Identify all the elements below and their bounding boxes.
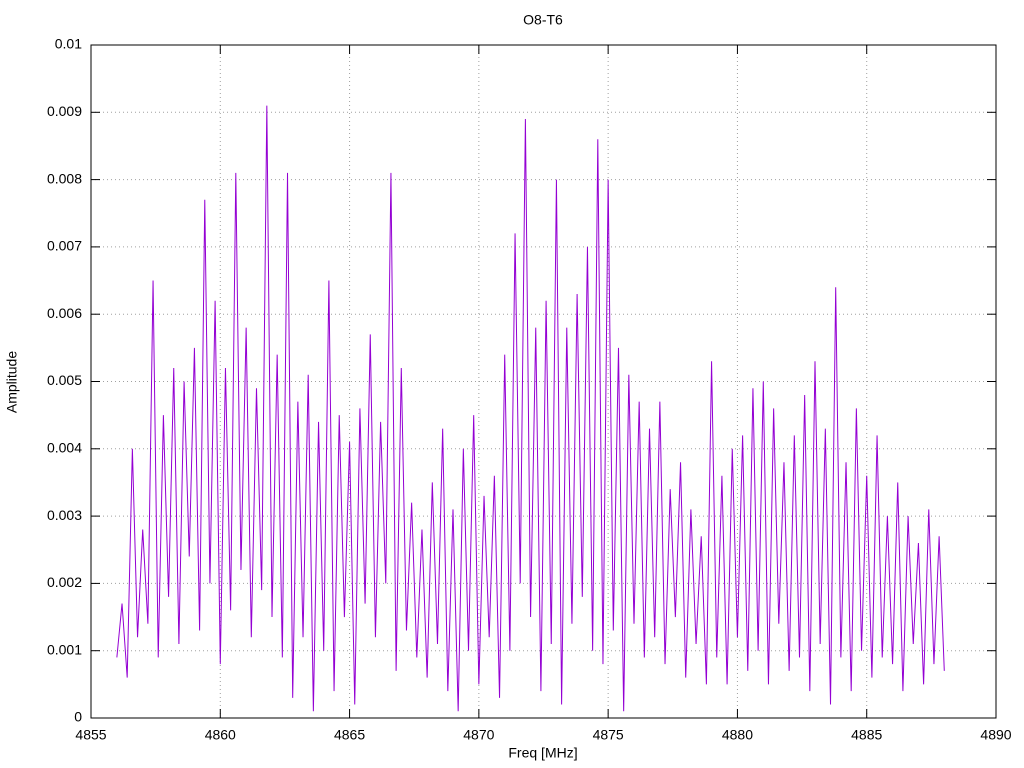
y-tick-label: 0.003 xyxy=(47,507,82,523)
x-tick-label: 4875 xyxy=(593,727,624,743)
y-tick-label: 0 xyxy=(74,709,82,725)
x-axis-label: Freq [MHz] xyxy=(508,745,577,761)
y-tick-label: 0.004 xyxy=(47,440,82,456)
x-tick-label: 4885 xyxy=(851,727,882,743)
y-tick-label: 0.009 xyxy=(47,103,82,119)
x-tick-label: 4880 xyxy=(722,727,753,743)
y-tick-label: 0.001 xyxy=(47,641,82,657)
x-tick-label: 4870 xyxy=(463,727,494,743)
y-tick-label: 0.005 xyxy=(47,372,82,388)
x-tick-label: 4860 xyxy=(205,727,236,743)
data-line xyxy=(116,105,945,712)
x-tick-label: 4890 xyxy=(980,727,1011,743)
y-tick-label: 0.002 xyxy=(47,574,82,590)
chart-title: O8-T6 xyxy=(523,12,563,28)
y-tick-label: 0.008 xyxy=(47,170,82,186)
y-axis-label: Amplitude xyxy=(4,351,20,413)
y-tick-label: 0.01 xyxy=(55,36,82,52)
plot-border xyxy=(90,44,997,719)
y-tick-label: 0.006 xyxy=(47,305,82,321)
x-tick-label: 4855 xyxy=(75,727,106,743)
x-tick-label: 4865 xyxy=(334,727,365,743)
y-tick-label: 0.007 xyxy=(47,238,82,254)
